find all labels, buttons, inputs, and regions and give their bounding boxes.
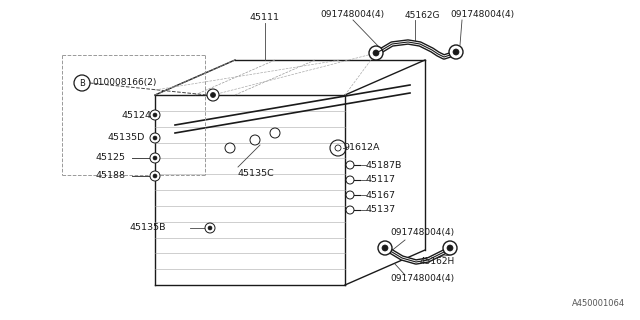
Text: 45135C: 45135C	[238, 169, 275, 178]
Circle shape	[449, 45, 463, 59]
Circle shape	[346, 176, 354, 184]
Circle shape	[211, 92, 216, 98]
Text: 45162H: 45162H	[420, 258, 455, 267]
Circle shape	[153, 113, 157, 117]
Text: 091748004(4): 091748004(4)	[390, 274, 454, 283]
Text: 91612A: 91612A	[343, 143, 380, 153]
Circle shape	[443, 241, 457, 255]
Text: 45188: 45188	[95, 172, 125, 180]
Text: 45117: 45117	[366, 175, 396, 185]
Circle shape	[150, 153, 160, 163]
Text: 091748004(4): 091748004(4)	[450, 11, 514, 20]
Circle shape	[153, 156, 157, 160]
Circle shape	[250, 135, 260, 145]
Text: 45111: 45111	[250, 13, 280, 22]
Circle shape	[346, 206, 354, 214]
Circle shape	[453, 49, 459, 55]
Text: 45135B: 45135B	[130, 223, 166, 233]
Text: 45187B: 45187B	[366, 161, 403, 170]
Circle shape	[153, 136, 157, 140]
Text: B: B	[79, 78, 85, 87]
Circle shape	[150, 133, 160, 143]
Text: 45124: 45124	[122, 110, 152, 119]
Circle shape	[205, 223, 215, 233]
Circle shape	[369, 46, 383, 60]
Text: 45167: 45167	[366, 190, 396, 199]
Circle shape	[225, 143, 235, 153]
Text: A450001064: A450001064	[572, 299, 625, 308]
Text: 45125: 45125	[95, 154, 125, 163]
Text: 091748004(4): 091748004(4)	[320, 11, 384, 20]
Circle shape	[150, 171, 160, 181]
Circle shape	[382, 245, 388, 251]
Circle shape	[378, 241, 392, 255]
Circle shape	[346, 191, 354, 199]
Circle shape	[447, 245, 453, 251]
Text: 091748004(4): 091748004(4)	[390, 228, 454, 237]
Circle shape	[153, 174, 157, 178]
Circle shape	[346, 161, 354, 169]
Circle shape	[207, 89, 219, 101]
Circle shape	[373, 50, 379, 56]
Circle shape	[270, 128, 280, 138]
Text: 45137: 45137	[366, 205, 396, 214]
Circle shape	[150, 110, 160, 120]
Text: 010008166(2): 010008166(2)	[92, 78, 156, 87]
Circle shape	[208, 226, 212, 230]
Text: 45135D: 45135D	[108, 133, 145, 142]
Text: 45162G: 45162G	[405, 11, 440, 20]
